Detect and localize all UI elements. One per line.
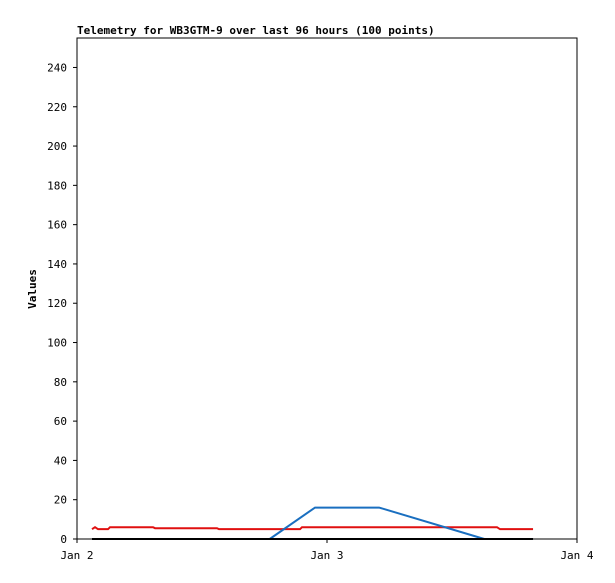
chart-title: Telemetry for WB3GTM-9 over last 96 hour… [77, 24, 435, 37]
y-tick-label: 240 [47, 61, 67, 74]
y-tick-label: 120 [47, 297, 67, 310]
y-tick-label: 20 [54, 494, 67, 507]
series-line [91, 526, 534, 531]
x-tick-label: Jan 2 [60, 549, 93, 562]
y-tick-label: 220 [47, 101, 67, 114]
x-tick-label: Jan 3 [310, 549, 343, 562]
x-tick-label: Jan 4 [560, 549, 593, 562]
y-tick-label: 200 [47, 140, 67, 153]
y-axis-label: Values [26, 269, 39, 309]
y-tick-label: 60 [54, 415, 67, 428]
y-tick-label: 140 [47, 258, 67, 271]
y-tick-label: 40 [54, 454, 67, 467]
plot-frame [76, 37, 578, 540]
y-tick-label: 80 [54, 376, 67, 389]
y-tick-label: 100 [47, 337, 67, 350]
y-tick-label: 0 [60, 533, 67, 546]
series-line [269, 506, 485, 540]
y-tick-label: 180 [47, 179, 67, 192]
y-tick-label: 160 [47, 219, 67, 232]
